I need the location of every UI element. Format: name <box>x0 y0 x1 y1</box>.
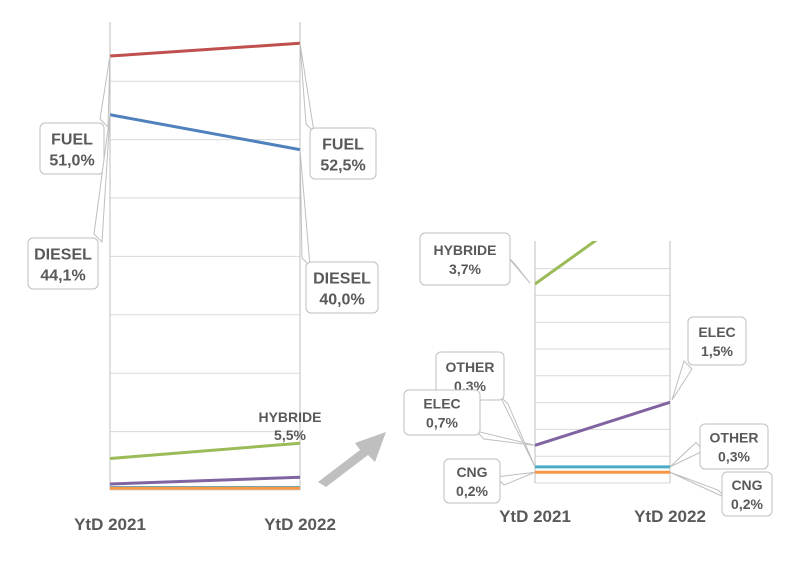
right-chart-series <box>535 241 670 474</box>
callout-value: 51,0% <box>49 153 94 170</box>
callout-pointer <box>671 360 693 401</box>
callout-fuel-overview-1: FUEL 52,5% <box>299 43 377 180</box>
series-line-fuel-overview <box>110 41 300 58</box>
callout-value: 0,2% <box>731 496 763 512</box>
callout-pointer <box>669 441 705 468</box>
callout-other-zoom-1: OTHER 0,3% <box>669 423 769 470</box>
callout-series-name: OTHER <box>446 359 495 375</box>
series-line-hybride-zoom <box>535 241 598 286</box>
series-line-elec-overview <box>110 475 300 486</box>
callout-pointer <box>99 55 111 129</box>
series-line-elec-zoom <box>535 400 670 447</box>
callout-value: 0,7% <box>426 415 458 431</box>
left-chart-grid <box>109 22 301 491</box>
x-tick-label: YtD 2022 <box>264 515 336 534</box>
zoom-arrow-icon <box>318 432 386 487</box>
callout-pointer <box>669 471 727 499</box>
callout-cng-zoom-1: CNG 0,2% <box>669 471 773 517</box>
callout-box <box>309 127 377 180</box>
callout-pointer <box>299 149 311 268</box>
callout-box <box>419 232 511 286</box>
callout-value: 5,5% <box>274 427 306 443</box>
callout-pointer <box>93 114 111 244</box>
callout-value: 0,2% <box>456 483 488 499</box>
callout-box <box>39 122 105 175</box>
callout-series-name: FUEL <box>51 132 93 149</box>
callout-pointer <box>474 430 536 446</box>
callout-series-name: ELEC <box>423 396 460 412</box>
callout-elec-zoom-0: ELEC 0,7% <box>403 389 536 446</box>
callout-series-name: ELEC <box>698 324 735 340</box>
callout-value: 40,0% <box>319 292 364 309</box>
callout-series-name: HYBRIDE <box>258 409 321 425</box>
callout-box <box>443 458 501 504</box>
callout-diesel-overview-1: DIESEL 40,0% <box>299 149 379 314</box>
callout-value: 3,7% <box>449 261 481 277</box>
callout-hybride-zoom-0: HYBRIDE 3,7% <box>419 232 531 286</box>
callout-box <box>721 471 773 517</box>
series-line-diesel-overview <box>110 113 300 152</box>
callout-pointer <box>494 471 536 486</box>
callout-series-name: CNG <box>731 477 762 493</box>
callout-hybride-overview-1: HYBRIDE 5,5% <box>258 409 321 443</box>
callout-elec-zoom-1: ELEC 1,5% <box>671 316 747 401</box>
callout-value: 0,3% <box>718 449 750 465</box>
callout-series-name: CNG <box>456 464 487 480</box>
callout-series-name: FUEL <box>322 137 364 154</box>
callout-pointer <box>499 395 536 468</box>
callout-box <box>699 423 769 470</box>
x-axis-tick-labels: YtD 2021 YtD 2022 YtD 2021 YtD 2022 <box>74 507 706 534</box>
left-chart-series <box>110 41 300 490</box>
right-chart-grid <box>534 241 671 484</box>
callout-pointer <box>299 43 315 134</box>
callout-fuel-overview-0: FUEL 51,0% <box>39 55 111 175</box>
callout-value: 44,1% <box>40 268 85 285</box>
callout-box <box>305 261 379 314</box>
callout-box <box>403 389 481 436</box>
data-callouts: FUEL 51,0% FUEL 52,5% DIESEL 44,1% DIESEL 40,0%… <box>27 43 773 517</box>
callout-series-name: HYBRIDE <box>433 242 496 258</box>
callout-value: 52,5% <box>320 158 365 175</box>
callout-cng-zoom-0: CNG 0,2% <box>443 458 536 504</box>
callout-series-name: DIESEL <box>34 247 92 264</box>
callout-series-name: DIESEL <box>313 271 371 288</box>
callout-value: 1,5% <box>701 343 733 359</box>
callout-series-name: OTHER <box>710 430 759 446</box>
x-tick-label: YtD 2021 <box>499 507 571 526</box>
x-tick-label: YtD 2021 <box>74 515 146 534</box>
callout-box <box>687 316 747 366</box>
x-tick-label: YtD 2022 <box>634 507 706 526</box>
callout-box <box>27 237 99 290</box>
series-line-hybride-overview <box>110 441 300 461</box>
callout-diesel-overview-0: DIESEL 44,1% <box>27 114 111 290</box>
